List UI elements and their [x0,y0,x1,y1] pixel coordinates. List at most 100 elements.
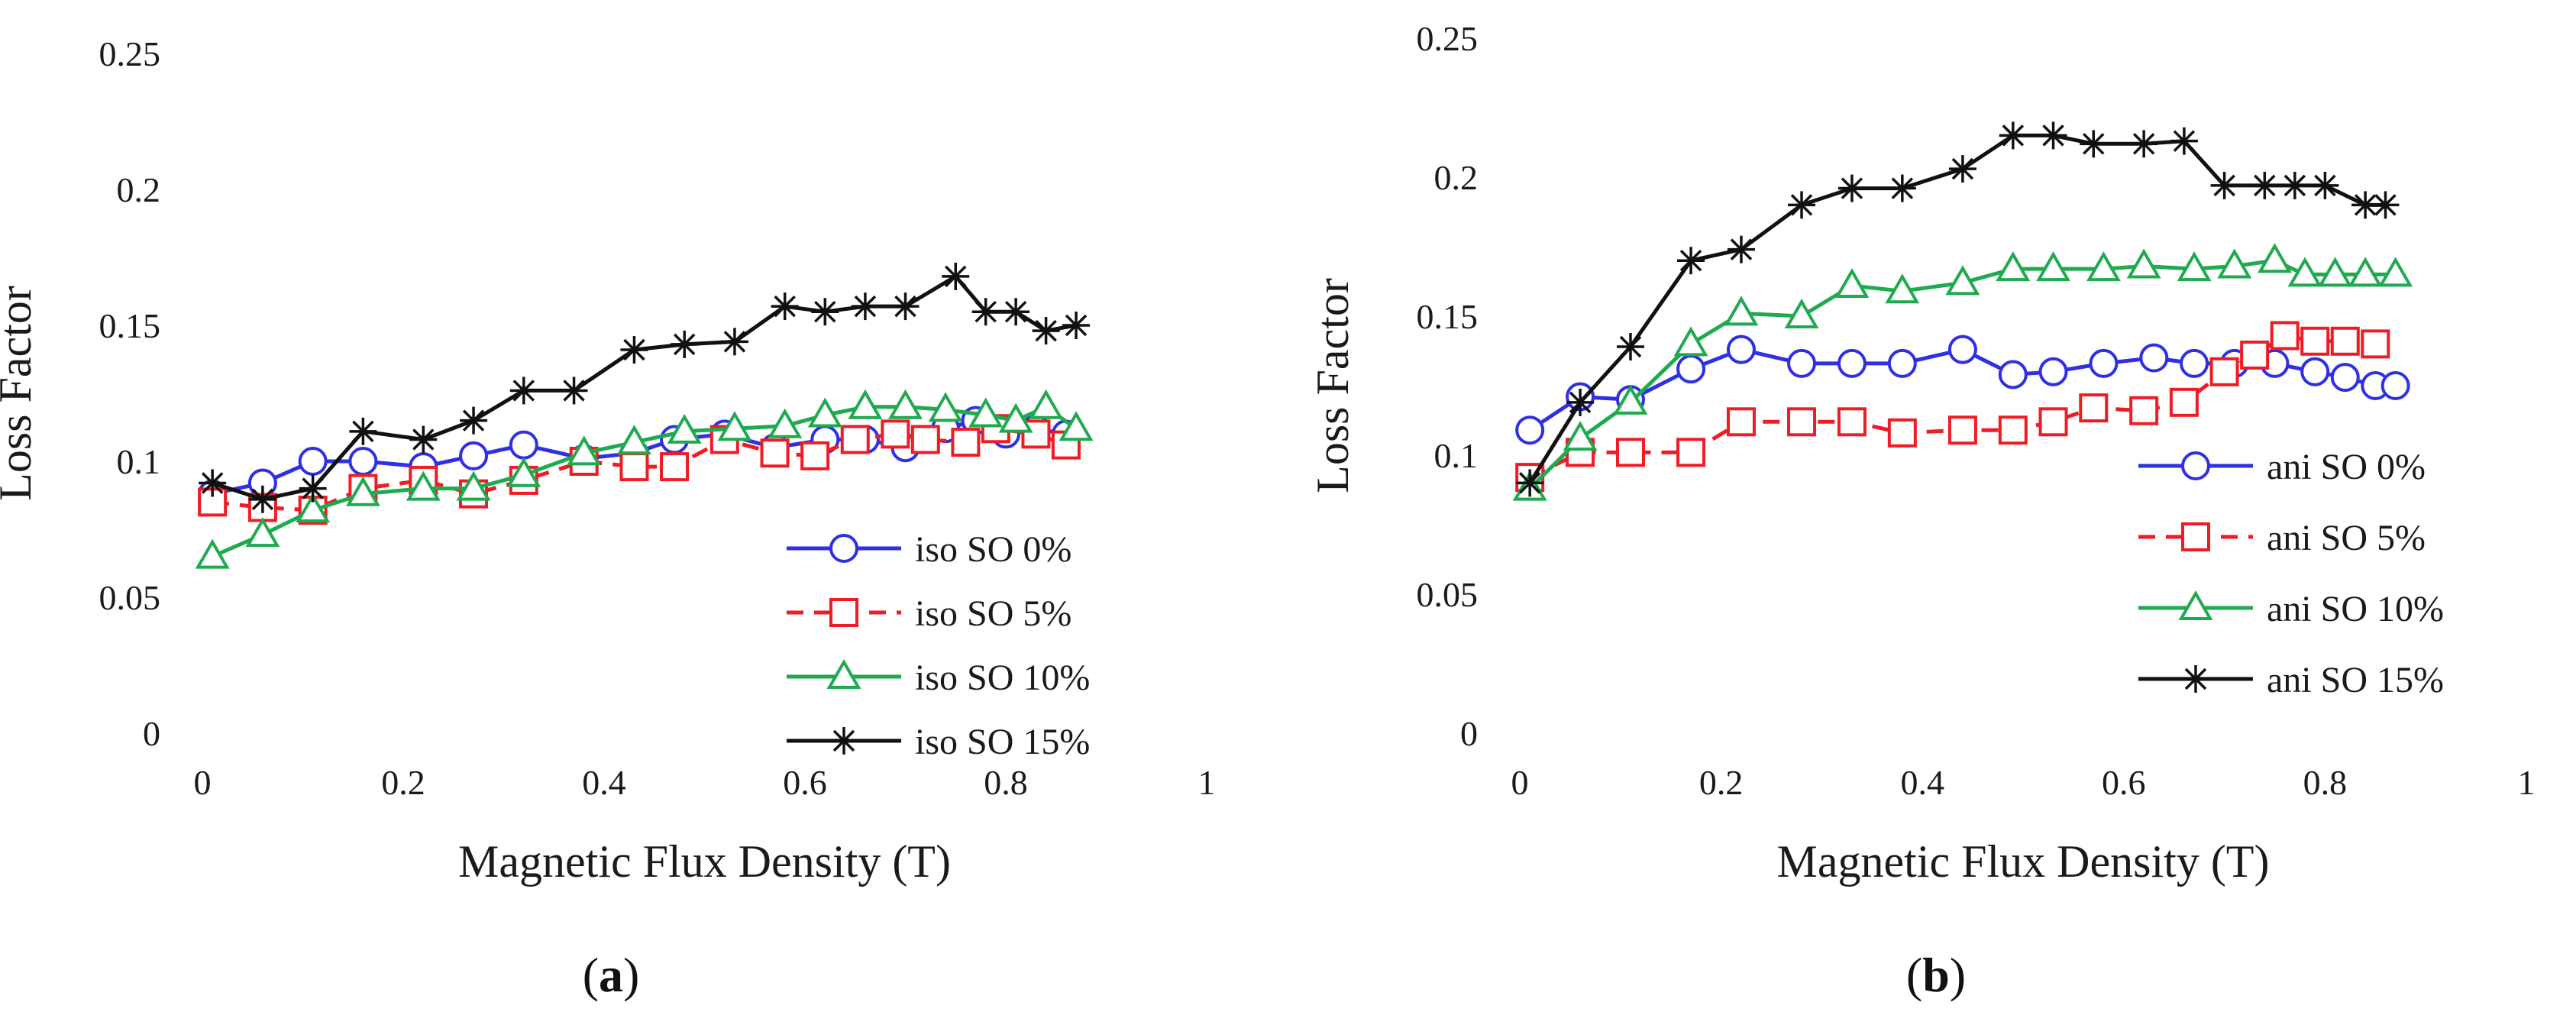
data-point [667,413,702,444]
legend-marker [2181,451,2210,480]
data-point [2209,357,2239,386]
data-point [1615,438,1645,467]
data-point [620,336,648,364]
chart-panel-a: 0 0.05 0.1 0.15 0.2 0.25 0 0.2 0.4 0.6 0.8 1 Magneti… [0,34,1216,887]
data-point [2177,251,2212,282]
data-point [840,425,870,454]
data-point [2330,363,2360,393]
caption-a: (a) [535,947,687,1004]
legend-item: iso SO 0% [787,529,1071,570]
series-star [199,262,1091,513]
legend-label: ani SO 15% [2267,660,2444,700]
data-point [2361,329,2390,359]
data-point [199,469,227,497]
data-point [2300,326,2330,356]
data-point [2038,357,2068,386]
x-tick-label: 0.8 [2303,763,2348,802]
data-point [296,493,331,523]
data-point [1787,348,1817,378]
data-point [800,441,830,470]
caption-letter: b [1922,948,1950,1002]
y-axis-title: Loss Factor [0,286,40,501]
data-point [1948,155,1976,183]
data-point [2130,130,2158,158]
caption-open: ( [1905,948,1923,1002]
data-point [2126,248,2161,279]
x-tick-label: 1 [2518,763,2536,802]
data-point [1996,251,2031,282]
data-point [1051,430,1081,460]
data-point [951,428,981,457]
legend-item: ani SO 15% [2138,660,2444,700]
x-tick-label: 0.6 [2102,763,2146,802]
data-point [1998,360,2028,389]
data-point [2287,257,2322,287]
data-point [456,470,491,501]
y-tick-label: 0.15 [1417,297,1479,336]
series-star [1516,121,2400,497]
data-point [851,292,879,321]
data-point [1787,407,1817,437]
data-point [2258,243,2292,273]
data-point [406,470,441,501]
data-point [2038,407,2068,437]
legend-item: iso SO 15% [787,722,1090,762]
data-point [2330,326,2360,356]
data-point [1676,354,1706,384]
data-point [1724,296,1759,326]
data-point [2036,251,2070,282]
data-point [1837,407,1867,437]
caption-close: ) [1949,948,1967,1002]
data-point [349,417,377,445]
legend-marker [2181,522,2210,551]
y-tick-label: 0.1 [1434,436,1479,475]
y-tick-label: 0 [1460,714,1478,753]
legend-marker [829,534,858,563]
data-point [1566,388,1595,416]
data-point [1947,335,1977,364]
data-point [2180,348,2209,378]
legend-marker [830,727,858,755]
data-point [2348,257,2383,287]
data-point [1947,415,1977,445]
data-point [460,406,488,435]
data-point [1788,191,1816,219]
x-tick-label: 0.6 [783,763,827,802]
chart-panel-b: 0 0.05 0.1 0.15 0.2 0.25 0 0.2 0.4 0.6 0.8 1 Magneti… [1307,19,2536,887]
data-point [619,452,649,482]
legend-item: ani SO 10% [2138,589,2444,629]
data-point [245,517,280,548]
data-point [459,441,489,470]
data-point [2039,121,2067,150]
legend-label: ani SO 10% [2267,589,2444,629]
legend-label: iso SO 0% [915,529,1071,570]
y-tick-label: 0.1 [117,442,161,481]
y-tick-label: 0.25 [1417,19,1479,58]
y-tick-label: 0.25 [99,34,161,73]
data-point [2318,257,2353,287]
caption-close: ) [623,948,640,1002]
data-point [2086,251,2121,282]
data-point [968,397,1004,428]
data-point [1784,298,1819,328]
data-point [2251,171,2279,199]
data-point [811,298,839,326]
legend-label: iso SO 5% [915,593,1071,634]
data-point [1888,174,1916,202]
data-point [1837,348,1867,378]
data-point [248,485,276,513]
series-triangle [1512,243,2413,501]
data-point [1887,348,1917,378]
data-point [881,419,910,449]
data-point [998,402,1033,433]
data-point [348,447,378,476]
data-point [299,474,327,503]
data-point [2371,191,2400,219]
data-point [298,447,328,476]
data-point [567,435,602,466]
x-tick-label: 1 [1198,763,1216,802]
data-point [506,457,541,487]
data-point [1516,469,1544,497]
data-point [2129,396,2159,425]
